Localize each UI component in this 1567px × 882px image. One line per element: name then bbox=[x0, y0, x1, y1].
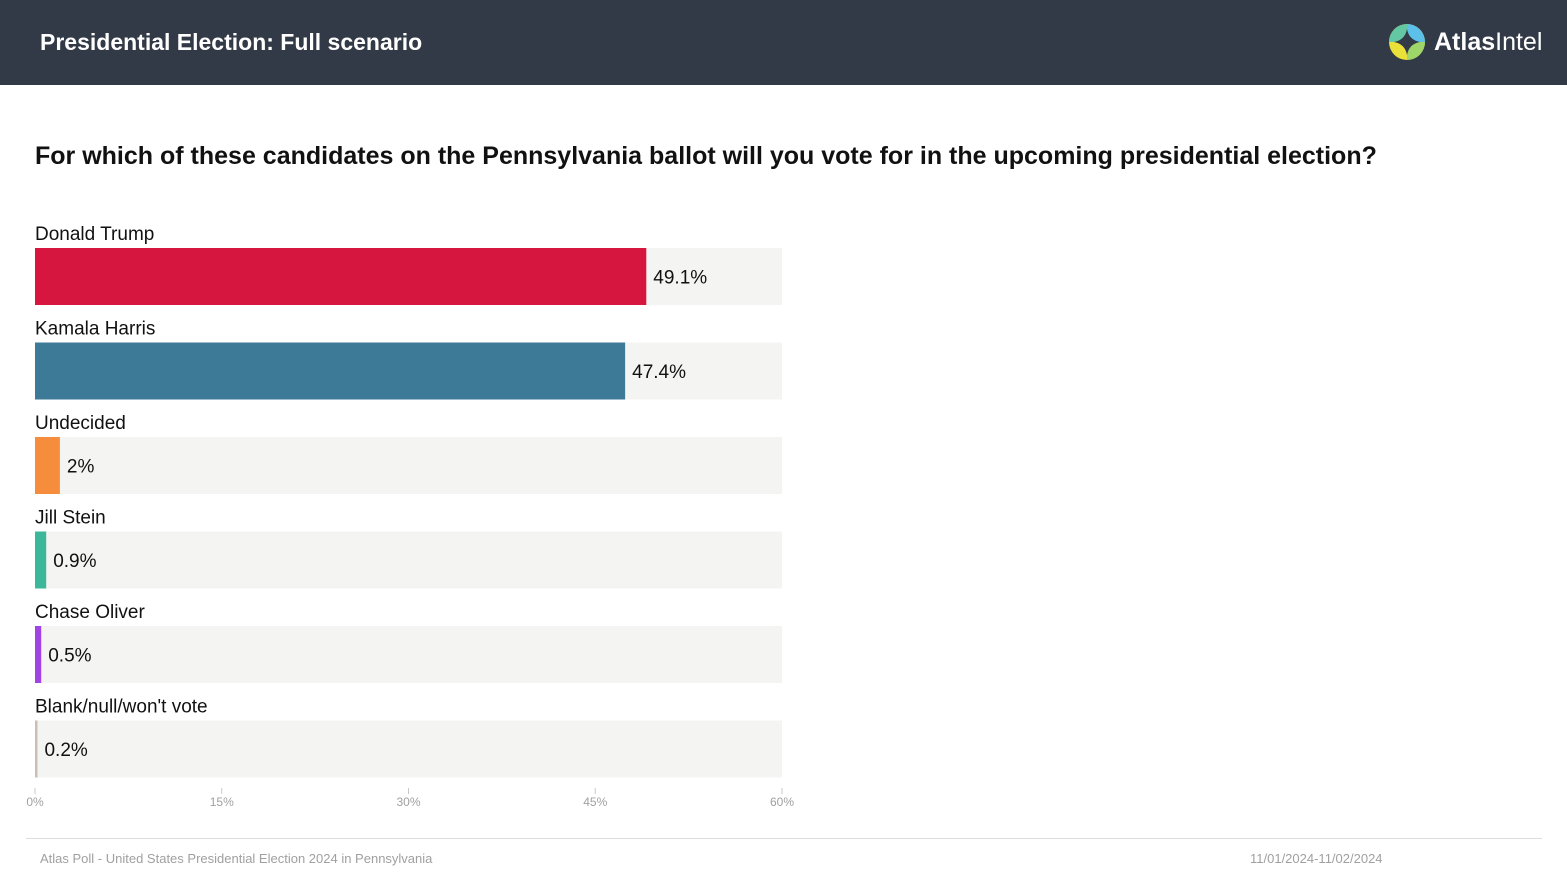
x-tick-label: 60% bbox=[770, 795, 794, 809]
bar-jill-stein bbox=[35, 531, 47, 589]
bar-track-kamala-harris bbox=[35, 342, 782, 400]
bar-donald-trump bbox=[35, 248, 647, 305]
header-bar: Presidential Election: Full scenario Atl… bbox=[0, 0, 1567, 85]
category-label-kamala-harris: Kamala Harris bbox=[35, 319, 155, 340]
bar-track-jill-stein bbox=[35, 531, 782, 589]
logo-text: AtlasIntel bbox=[1434, 28, 1543, 56]
bar-track-donald-trump bbox=[35, 248, 782, 305]
x-tick-label: 0% bbox=[26, 795, 44, 809]
category-label-blank-null-won-t-vote: Blank/null/won't vote bbox=[35, 697, 208, 718]
value-label-undecided: 2% bbox=[67, 457, 95, 478]
x-tick-label: 45% bbox=[583, 795, 607, 809]
value-label-chase-oliver: 0.5% bbox=[48, 646, 91, 667]
category-label-chase-oliver: Chase Oliver bbox=[35, 602, 145, 623]
page-title: Presidential Election: Full scenario bbox=[40, 29, 423, 55]
footer-date-range: 11/01/2024-11/02/2024 bbox=[1250, 851, 1383, 866]
bar-undecided bbox=[35, 437, 60, 494]
value-label-jill-stein: 0.9% bbox=[53, 551, 96, 572]
footer-divider bbox=[26, 838, 1542, 839]
bar-track-undecided bbox=[35, 437, 782, 494]
value-label-kamala-harris: 47.4% bbox=[632, 362, 686, 383]
category-label-jill-stein: Jill Stein bbox=[35, 508, 106, 529]
category-label-undecided: Undecided bbox=[35, 413, 126, 434]
category-label-donald-trump: Donald Trump bbox=[35, 224, 154, 245]
bar-track-blank-null-won-t-vote bbox=[35, 720, 782, 778]
bar-kamala-harris bbox=[35, 342, 626, 400]
bar-chase-oliver bbox=[35, 626, 42, 683]
value-label-donald-trump: 49.1% bbox=[653, 268, 707, 289]
x-tick-label: 30% bbox=[396, 795, 420, 809]
x-tick-label: 15% bbox=[210, 795, 234, 809]
survey-question: For which of these candidates on the Pen… bbox=[35, 142, 1377, 170]
atlasintel-logo-icon bbox=[1389, 24, 1425, 60]
brand-logo: AtlasIntel bbox=[1388, 22, 1542, 62]
value-label-blank-null-won-t-vote: 0.2% bbox=[44, 740, 87, 761]
footer-source: Atlas Poll - United States Presidential … bbox=[40, 851, 433, 866]
bar-blank-null-won-t-vote bbox=[35, 720, 38, 778]
bar-track-chase-oliver bbox=[35, 626, 782, 683]
